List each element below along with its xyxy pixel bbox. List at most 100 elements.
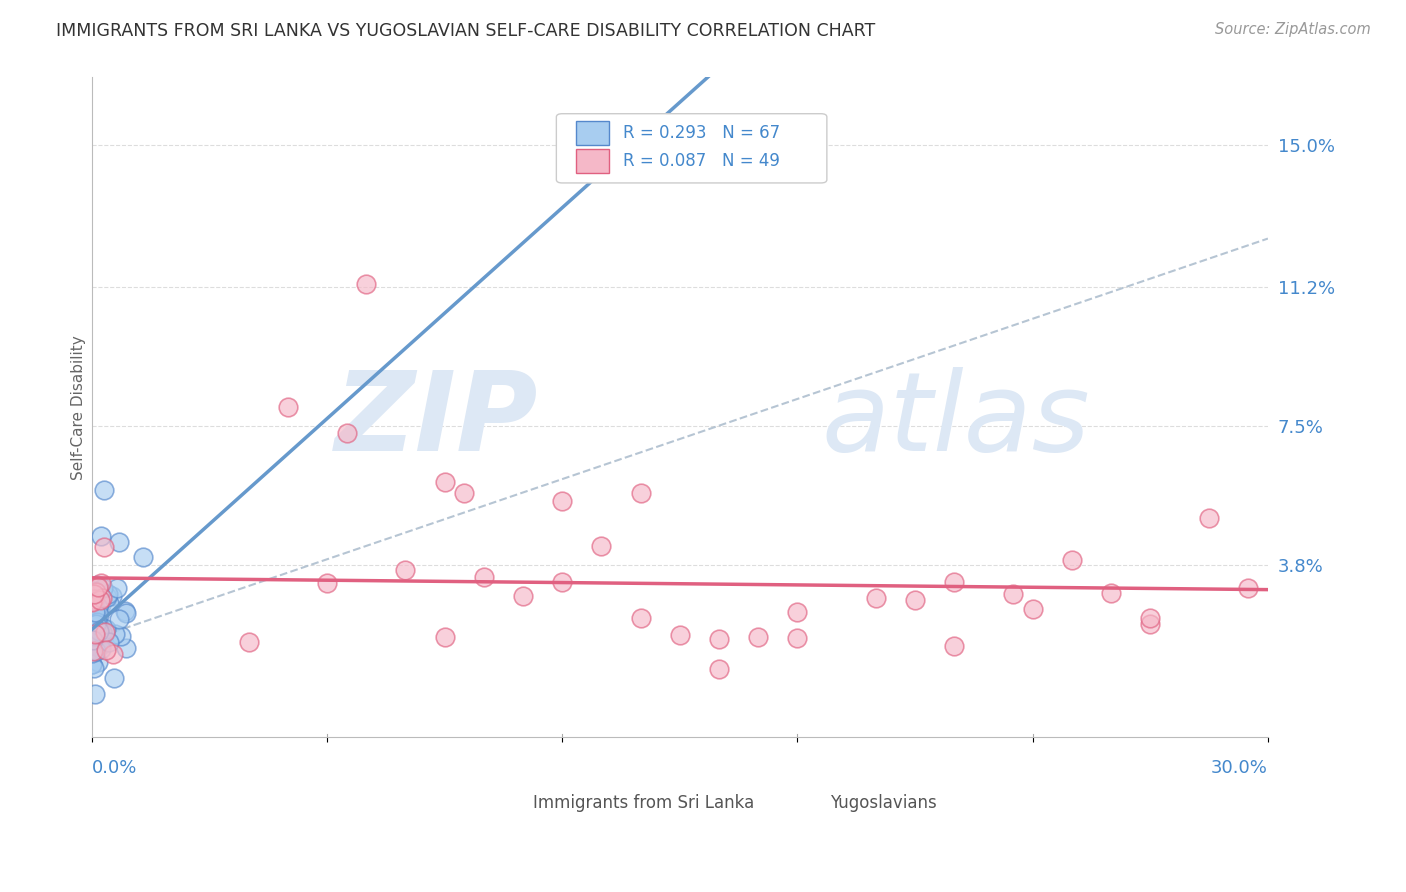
Bar — [576, 121, 609, 145]
Point — [98, 634, 121, 648]
Point — [87, 597, 110, 611]
Point — [104, 627, 127, 641]
Text: R = 0.087   N = 49: R = 0.087 N = 49 — [623, 153, 780, 170]
Point — [1099, 586, 1122, 600]
Text: IMMIGRANTS FROM SRI LANKA VS YUGOSLAVIAN SELF-CARE DISABILITY CORRELATION CHART: IMMIGRANTS FROM SRI LANKA VS YUGOSLAVIAN… — [56, 22, 876, 40]
Point — [83, 586, 105, 600]
Point — [115, 640, 138, 655]
Point — [89, 624, 111, 639]
Bar — [797, 789, 825, 817]
Point — [94, 642, 117, 657]
Bar — [576, 149, 609, 173]
Point — [93, 483, 115, 497]
Point — [83, 629, 105, 643]
Point — [90, 529, 112, 543]
Point — [100, 589, 122, 603]
Point — [89, 628, 111, 642]
Point — [82, 646, 104, 660]
Point — [551, 574, 574, 589]
Point — [84, 605, 107, 619]
Point — [1139, 617, 1161, 632]
Point — [90, 598, 112, 612]
Point — [82, 633, 104, 648]
Point — [630, 611, 652, 625]
Point — [84, 608, 107, 623]
Point — [91, 591, 114, 605]
Point — [394, 563, 416, 577]
Point — [96, 622, 118, 636]
Text: ZIP: ZIP — [335, 367, 538, 474]
Point — [108, 612, 131, 626]
Point — [707, 632, 730, 647]
Point — [82, 657, 104, 671]
Point — [82, 594, 104, 608]
Point — [84, 611, 107, 625]
Text: 0.0%: 0.0% — [91, 759, 138, 777]
Point — [904, 593, 927, 607]
Point — [1237, 582, 1260, 596]
Point — [90, 622, 112, 636]
Point — [83, 594, 105, 608]
Point — [1060, 553, 1083, 567]
Point — [83, 609, 105, 624]
Point — [786, 605, 808, 619]
Point — [82, 618, 104, 632]
Point — [110, 629, 132, 643]
Point — [114, 604, 136, 618]
Point — [98, 596, 121, 610]
Point — [90, 642, 112, 657]
Point — [84, 619, 107, 633]
Point — [630, 486, 652, 500]
Point — [551, 493, 574, 508]
Point — [108, 535, 131, 549]
Point — [453, 486, 475, 500]
Point — [591, 539, 613, 553]
Point — [87, 608, 110, 623]
Point — [707, 662, 730, 676]
Point — [103, 671, 125, 685]
FancyBboxPatch shape — [557, 113, 827, 183]
Point — [84, 617, 107, 632]
Point — [82, 632, 104, 647]
Point — [433, 475, 456, 489]
Point — [82, 644, 104, 658]
Point — [82, 586, 104, 600]
Point — [433, 630, 456, 644]
Point — [86, 585, 108, 599]
Point — [86, 578, 108, 592]
Text: Yugoslavians: Yugoslavians — [831, 794, 938, 812]
Point — [86, 615, 108, 629]
Point — [82, 594, 104, 608]
Point — [96, 590, 118, 604]
Point — [83, 619, 105, 633]
Point — [91, 625, 114, 640]
Point — [1002, 587, 1025, 601]
Point — [83, 661, 105, 675]
Point — [84, 643, 107, 657]
Point — [238, 635, 260, 649]
Point — [1021, 602, 1043, 616]
Point — [83, 626, 105, 640]
Point — [82, 609, 104, 624]
Point — [472, 570, 495, 584]
Point — [93, 628, 115, 642]
Point — [84, 591, 107, 606]
Point — [82, 623, 104, 637]
Text: R = 0.293   N = 67: R = 0.293 N = 67 — [623, 124, 780, 142]
Text: 30.0%: 30.0% — [1211, 759, 1268, 777]
Bar — [492, 789, 520, 817]
Point — [93, 540, 115, 554]
Text: Source: ZipAtlas.com: Source: ZipAtlas.com — [1215, 22, 1371, 37]
Point — [83, 625, 105, 640]
Point — [82, 624, 104, 639]
Point — [336, 426, 359, 441]
Point — [105, 581, 128, 595]
Point — [87, 655, 110, 669]
Point — [89, 592, 111, 607]
Text: atlas: atlas — [821, 367, 1090, 474]
Point — [97, 587, 120, 601]
Point — [669, 628, 692, 642]
Point — [943, 639, 966, 653]
Point — [84, 687, 107, 701]
Point — [83, 584, 105, 599]
